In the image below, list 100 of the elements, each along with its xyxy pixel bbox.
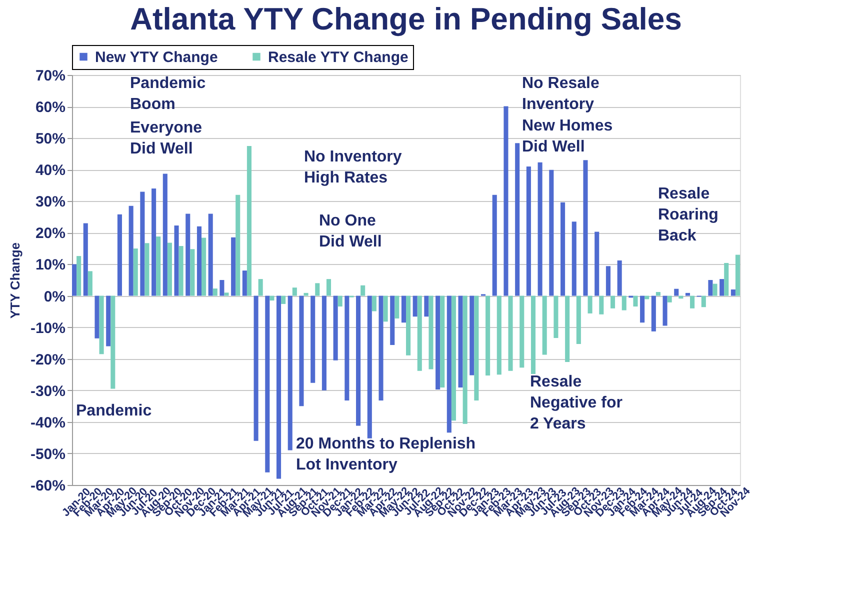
bar xyxy=(322,296,326,390)
bar xyxy=(730,289,736,296)
bar xyxy=(640,296,645,323)
bar xyxy=(174,225,179,296)
bar xyxy=(633,296,638,306)
bar xyxy=(504,106,508,296)
bar xyxy=(367,296,372,438)
bar xyxy=(542,296,547,355)
bar xyxy=(515,143,520,296)
bar xyxy=(462,296,468,424)
bar xyxy=(292,288,297,296)
bar xyxy=(724,262,729,296)
y-tick-label: -40% xyxy=(30,414,66,432)
bar xyxy=(94,296,100,338)
bar xyxy=(406,296,411,356)
bar xyxy=(412,296,418,317)
bar xyxy=(674,288,679,296)
annotation: Resale Roaring Back xyxy=(658,185,718,244)
y-axis-title: YTY Change xyxy=(7,242,22,319)
bar xyxy=(610,296,616,308)
bar xyxy=(685,292,690,296)
bar xyxy=(576,296,581,344)
y-tick-label: 0% xyxy=(44,288,66,306)
bar xyxy=(560,202,566,296)
bar xyxy=(530,296,536,374)
bar xyxy=(588,296,592,314)
annotation: 20 Months to Replenish Lot Inventory xyxy=(296,436,476,474)
bar xyxy=(651,296,656,332)
bar xyxy=(720,279,724,296)
bar xyxy=(383,296,388,322)
bar xyxy=(417,296,422,371)
bar xyxy=(458,296,463,388)
bar xyxy=(212,288,218,296)
bar xyxy=(246,146,252,296)
bar xyxy=(451,296,456,421)
bar xyxy=(390,296,395,345)
bar xyxy=(258,279,263,296)
bar xyxy=(492,194,497,296)
bar xyxy=(394,296,400,318)
bar xyxy=(190,249,195,296)
bar xyxy=(76,256,82,296)
y-tick-label: 40% xyxy=(35,162,66,180)
bar xyxy=(220,280,224,296)
bar xyxy=(735,254,740,296)
annotation: Pandemic xyxy=(76,402,152,420)
annotation: No Inventory High Rates xyxy=(304,148,402,187)
bar xyxy=(178,246,184,296)
legend-label: Resale YTY Change xyxy=(268,48,408,66)
bar xyxy=(599,296,604,314)
bar xyxy=(470,296,474,376)
bar xyxy=(583,160,588,296)
bar xyxy=(304,292,308,296)
bar xyxy=(162,174,168,296)
bar xyxy=(712,284,718,296)
bar xyxy=(526,166,531,296)
bar xyxy=(708,280,713,296)
bar xyxy=(315,283,320,296)
bar xyxy=(83,223,88,296)
bar xyxy=(690,296,695,308)
bar xyxy=(333,296,338,360)
bar xyxy=(667,296,672,302)
bar xyxy=(378,296,384,400)
bar xyxy=(128,206,134,296)
annotation: New Homes Did Well xyxy=(522,118,613,156)
legend-label: New YTY Change xyxy=(95,48,218,66)
bar xyxy=(236,194,240,296)
y-tick-label: 50% xyxy=(35,130,66,148)
y-tick-label: -50% xyxy=(30,446,66,463)
bar xyxy=(156,236,161,296)
bar xyxy=(288,296,292,450)
bar xyxy=(474,296,479,400)
y-tick-label: -60% xyxy=(30,478,66,494)
bar xyxy=(117,214,122,296)
bar xyxy=(208,214,213,296)
bar xyxy=(662,296,668,326)
annotation: Resale Negative for 2 Years xyxy=(530,374,622,433)
bar xyxy=(486,296,490,376)
bar xyxy=(549,170,554,296)
y-tick-label: -10% xyxy=(30,320,66,337)
bar xyxy=(231,237,236,296)
bar xyxy=(594,232,600,296)
bar xyxy=(446,296,452,433)
bar xyxy=(310,296,316,383)
bar xyxy=(496,296,502,375)
bar xyxy=(424,296,429,317)
bar xyxy=(144,243,150,296)
bar xyxy=(701,296,706,308)
y-tick-label: -20% xyxy=(30,351,66,368)
bar xyxy=(242,270,247,296)
bar xyxy=(72,264,77,296)
bar xyxy=(344,296,350,400)
bar xyxy=(276,296,282,479)
chart-title: Atlanta YTY Change in Pending Sales xyxy=(130,2,682,36)
bar xyxy=(360,285,366,296)
bar xyxy=(338,296,342,306)
y-tick-label: 70% xyxy=(35,68,66,84)
annotation: Pandemic Boom xyxy=(130,75,206,113)
bar xyxy=(436,296,440,390)
y-tick-label: 10% xyxy=(35,256,66,274)
bar xyxy=(254,296,258,441)
